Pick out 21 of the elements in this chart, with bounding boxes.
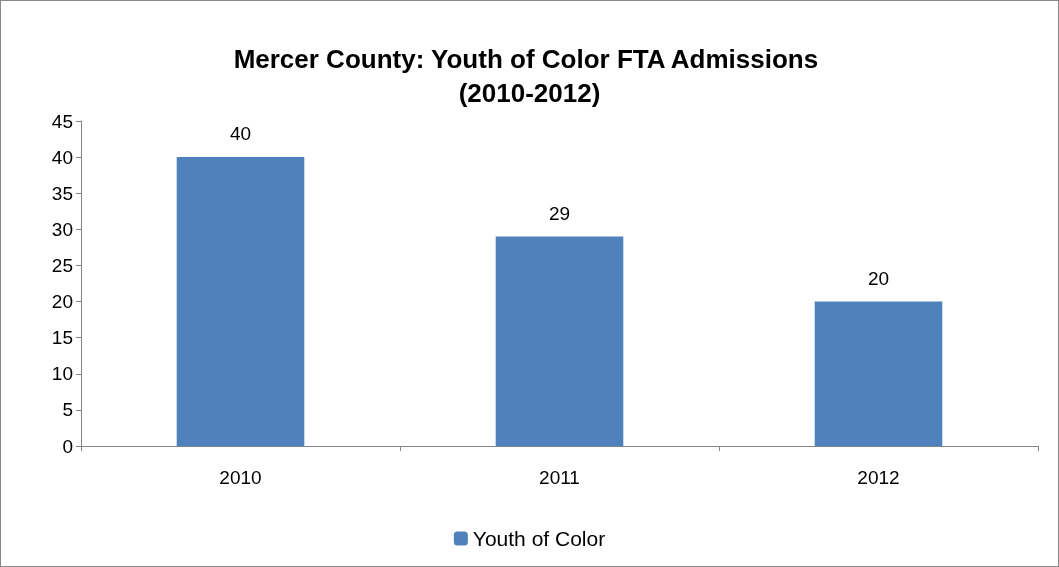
bar	[176, 157, 305, 446]
bar	[814, 301, 943, 446]
y-tick-label: 45	[51, 110, 73, 132]
y-tick-label: 15	[51, 327, 73, 349]
chart-title: Mercer County: Youth of Color FTA Admissions (2010-2012)	[233, 44, 826, 108]
y-tick-label: 10	[51, 363, 73, 385]
y-tick-label: 0	[62, 435, 73, 457]
x-tick-label: 2011	[539, 467, 580, 488]
y-tick-label: 30	[51, 218, 73, 240]
x-tick-label: 2012	[857, 467, 900, 488]
bar	[495, 236, 624, 446]
x-tick-label: 2010	[219, 467, 262, 488]
y-tick-label: 5	[62, 399, 73, 421]
y-tick-label: 20	[51, 291, 73, 313]
y-tick-label: 25	[51, 254, 73, 276]
data-label: 29	[548, 202, 571, 224]
y-tick-label: 40	[51, 146, 73, 168]
y-tick-label: 35	[51, 182, 73, 204]
data-label: 20	[867, 267, 890, 289]
legend-label: Youth of Color	[472, 527, 606, 550]
data-label: 40	[229, 123, 252, 145]
